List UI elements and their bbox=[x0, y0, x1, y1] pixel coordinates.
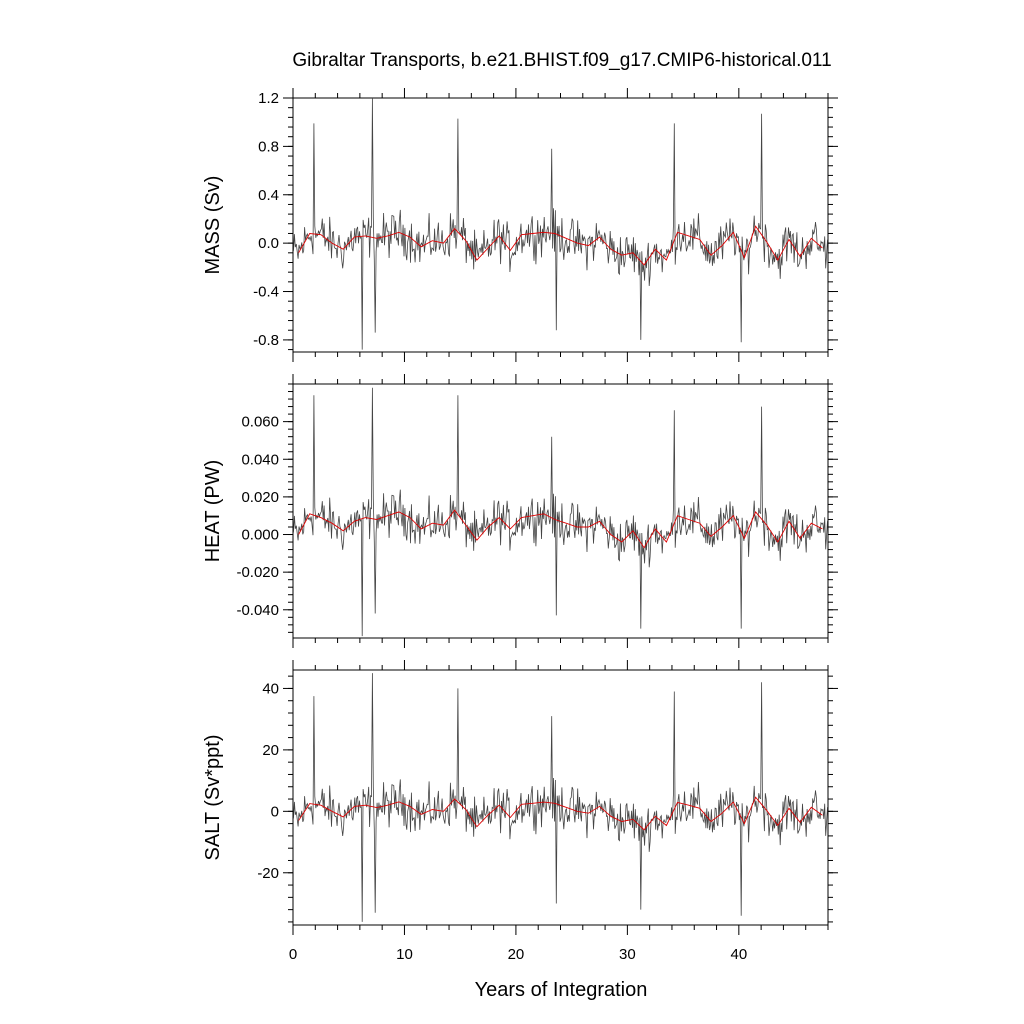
y-tick-label: 0.4 bbox=[258, 187, 279, 204]
y-tick-label: -0.4 bbox=[253, 284, 279, 301]
x-tick-label: 10 bbox=[396, 946, 413, 963]
y-tick-label: 0.040 bbox=[241, 451, 279, 468]
y-tick-label: 0.020 bbox=[241, 489, 279, 506]
chart-title: Gibraltar Transports, b.e21.BHIST.f09_g1… bbox=[292, 50, 831, 71]
y-tick-label: -0.020 bbox=[236, 564, 279, 581]
x-tick-label: 0 bbox=[289, 946, 297, 963]
y-tick-label: -0.040 bbox=[236, 602, 279, 619]
panels: -0.8 -0.4 0.0 0.4 0.8 1.2 MASS (Sv) -0.040 -0.02… bbox=[202, 88, 838, 963]
panel-3: -20 0 20 40 SALT (Sv*ppt) bbox=[202, 660, 838, 935]
x-tick-label: 30 bbox=[619, 946, 636, 963]
y-tick-label: -0.8 bbox=[253, 332, 279, 349]
y-tick-label: 0.8 bbox=[258, 138, 279, 155]
y-tick-label: 40 bbox=[262, 680, 279, 697]
y-tick-label: 20 bbox=[262, 742, 279, 759]
annual-mean-line bbox=[298, 225, 823, 266]
y-tick-label: 0.060 bbox=[241, 414, 279, 431]
y-axis-title: HEAT (PW) bbox=[202, 460, 224, 563]
panel-2: -0.040 -0.020 0.000 0.020 0.040 0.060 HEAT (PW… bbox=[202, 374, 838, 648]
y-axis-title: SALT (Sv*ppt) bbox=[202, 735, 224, 861]
y-axis-title: MASS (Sv) bbox=[202, 176, 224, 275]
y-tick-label: 1.2 bbox=[258, 90, 279, 107]
y-tick-label: 0.000 bbox=[241, 527, 279, 544]
x-tick-label: 20 bbox=[508, 946, 525, 963]
x-tick-label: 40 bbox=[730, 946, 747, 963]
x-axis-title: Years of Integration bbox=[475, 979, 648, 1001]
monthly-series-line bbox=[293, 387, 828, 637]
annual-mean-line bbox=[298, 796, 823, 831]
monthly-series-line bbox=[293, 97, 828, 350]
monthly-series-line bbox=[293, 673, 828, 922]
annual-mean-line bbox=[298, 509, 823, 549]
panel-1: -0.8 -0.4 0.0 0.4 0.8 1.2 MASS (Sv) bbox=[202, 88, 838, 362]
y-tick-label: -20 bbox=[257, 865, 279, 882]
y-tick-label: 0.0 bbox=[258, 235, 279, 252]
y-tick-label: 0 bbox=[271, 803, 279, 820]
